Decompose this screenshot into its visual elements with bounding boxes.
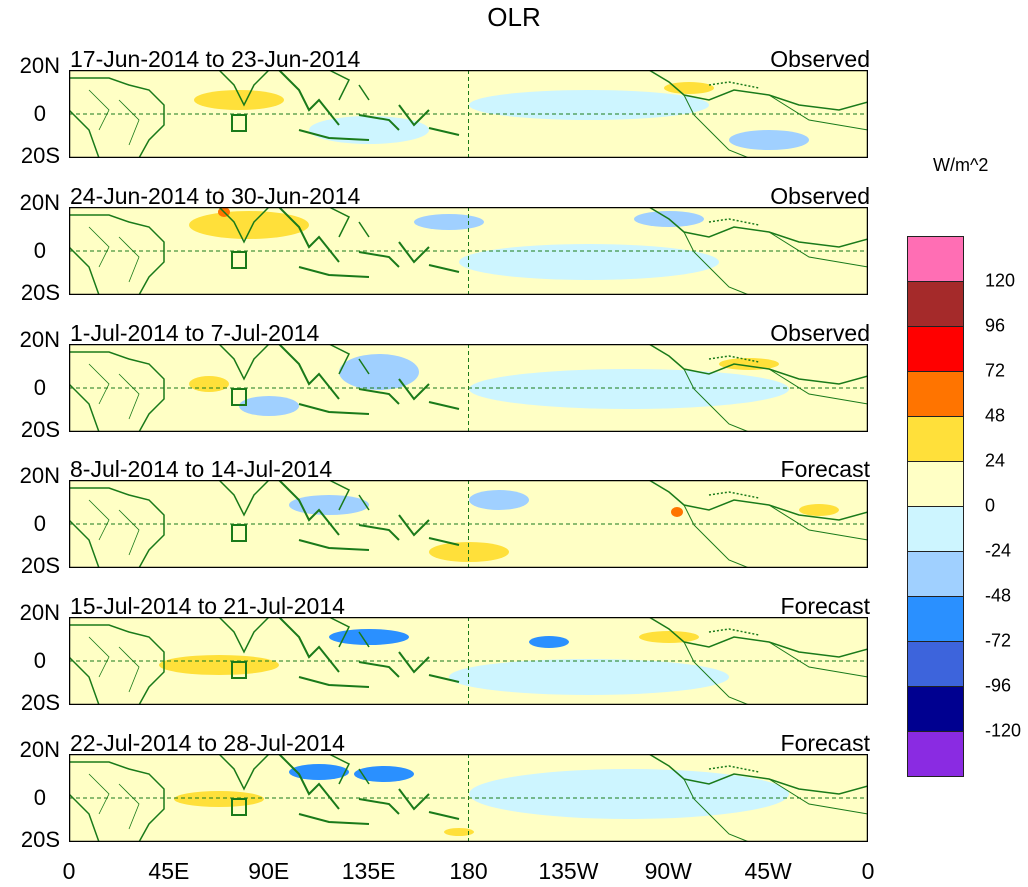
lat-label-20s: 20S: [20, 143, 60, 168]
colorbar-label: -24: [985, 540, 1012, 561]
colorbar-swatch: [907, 327, 964, 372]
colorbar-label: 96: [985, 315, 1006, 336]
olr-anomaly-map: [69, 480, 868, 568]
colorbar-label: 24: [985, 450, 1006, 471]
panel-date-range: 17-Jun-2014 to 23-Jun-2014: [70, 46, 361, 72]
panel-type: Forecast: [780, 456, 870, 482]
olr-anomaly-map: [69, 207, 868, 295]
lon-tick-label: 45W: [744, 858, 792, 884]
lon-tick-label: 90E: [248, 858, 290, 884]
colorbar-label: 120: [985, 270, 1016, 291]
map-panel: 15-Jul-2014 to 21-Jul-2014 Forecast 20N 0 20…: [0, 593, 880, 735]
lon-tick-label: 180: [449, 858, 488, 884]
olr-anomaly-map: [69, 617, 868, 705]
lat-label-20n: 20N: [19, 190, 60, 215]
colorbar-label: 72: [985, 360, 1006, 381]
lat-label-20s: 20S: [20, 417, 60, 442]
panel-date-range: 1-Jul-2014 to 7-Jul-2014: [70, 320, 320, 346]
lat-label-equator: 0: [33, 785, 46, 810]
olr-anomaly-map: [69, 344, 868, 432]
colorbar-swatch: [907, 236, 964, 282]
colorbar: [907, 236, 964, 777]
colorbar-swatch: [907, 732, 964, 777]
lat-label-20n: 20N: [19, 737, 60, 762]
map-panel: 24-Jun-2014 to 30-Jun-2014 Observed 20N 0 20…: [0, 183, 880, 325]
colorbar-swatch: [907, 552, 964, 597]
olr-anomaly-map: [69, 70, 868, 158]
lat-label-20n: 20N: [19, 327, 60, 352]
lat-label-20n: 20N: [19, 53, 60, 78]
colorbar-swatch: [907, 282, 964, 327]
lat-label-20n: 20N: [19, 463, 60, 488]
colorbar-swatch: [907, 462, 964, 507]
colorbar-label: -96: [985, 675, 1012, 696]
panel-type: Forecast: [780, 593, 870, 619]
lon-tick-label: 90W: [644, 858, 692, 884]
figure-title: OLR: [487, 2, 541, 32]
lat-label-20n: 20N: [19, 600, 60, 625]
panel-type: Observed: [770, 320, 870, 346]
panel-date-range: 24-Jun-2014 to 30-Jun-2014: [70, 183, 361, 209]
map-panel: 17-Jun-2014 to 23-Jun-2014 Observed 20N 0 20…: [0, 46, 880, 188]
map-panel: 22-Jul-2014 to 28-Jul-2014 Forecast 20N 0 20…: [0, 730, 880, 872]
colorbar-label: -120: [985, 720, 1022, 741]
lat-label-equator: 0: [33, 238, 46, 263]
panel-type: Observed: [770, 183, 870, 209]
map-panel: 8-Jul-2014 to 14-Jul-2014 Forecast 20N 0 20S: [0, 456, 880, 598]
colorbar-swatch: [907, 687, 964, 732]
colorbar-swatch: [907, 507, 964, 552]
colorbar-swatch: [907, 642, 964, 687]
panel-date-range: 22-Jul-2014 to 28-Jul-2014: [70, 730, 345, 756]
panel-type: Forecast: [780, 730, 870, 756]
panel-date-range: 8-Jul-2014 to 14-Jul-2014: [70, 456, 333, 482]
olr-anomaly-map: [69, 754, 868, 842]
map-panel: 1-Jul-2014 to 7-Jul-2014 Observed 20N 0 20S: [0, 320, 880, 462]
lat-label-equator: 0: [33, 648, 46, 673]
lat-label-equator: 0: [33, 101, 46, 126]
lat-label-20s: 20S: [20, 827, 60, 852]
lat-label-equator: 0: [33, 511, 46, 536]
panel-type: Observed: [770, 46, 870, 72]
lat-label-20s: 20S: [20, 553, 60, 578]
lat-label-20s: 20S: [20, 280, 60, 305]
panel-date-range: 15-Jul-2014 to 21-Jul-2014: [70, 593, 345, 619]
colorbar-units: W/m^2: [933, 155, 989, 175]
lon-tick-label: 0: [62, 858, 76, 884]
lat-label-20s: 20S: [20, 690, 60, 715]
colorbar-label: 48: [985, 405, 1006, 426]
lon-tick-label: 0: [861, 858, 875, 884]
colorbar-label: 0: [985, 495, 996, 516]
colorbar-swatch: [907, 597, 964, 642]
colorbar-label: -48: [985, 585, 1012, 606]
lon-tick-label: 135E: [341, 858, 396, 884]
lon-tick-label: 135W: [538, 858, 599, 884]
lon-tick-label: 45E: [148, 858, 190, 884]
colorbar-swatch: [907, 372, 964, 417]
lat-label-equator: 0: [33, 375, 46, 400]
colorbar-swatch: [907, 417, 964, 462]
colorbar-label: -72: [985, 630, 1012, 651]
